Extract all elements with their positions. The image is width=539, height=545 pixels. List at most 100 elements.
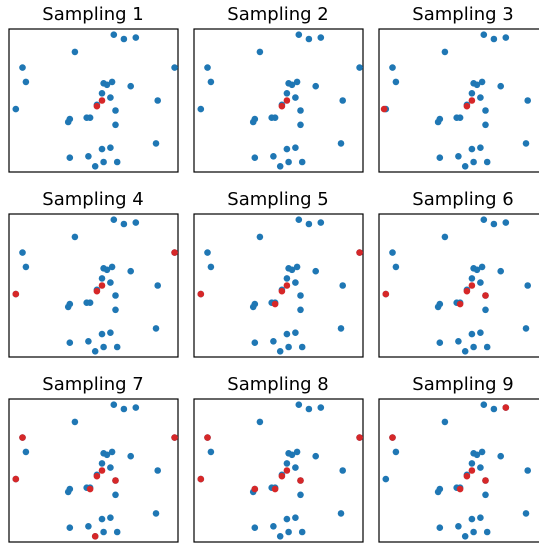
subplot-6-point-10 (478, 263, 486, 271)
subplot-2-points (197, 31, 363, 170)
subplot-1-point-9 (103, 81, 111, 89)
subplot-8-sampled-point-3 (283, 467, 291, 474)
subplot-9-point-28 (470, 528, 477, 536)
subplot-7-sampled-point-4 (171, 434, 178, 441)
subplot-4-point-4 (71, 233, 79, 241)
subplot-5-sampled-point-4 (356, 249, 363, 256)
subplot-9-point-26 (455, 523, 462, 530)
subplot-3-point-24 (468, 145, 476, 153)
subplot-6-point-24 (468, 330, 476, 338)
subplot-2-point-27 (251, 154, 259, 161)
subplot-4-sampled-point-1 (12, 290, 20, 298)
subplot-3-title: Sampling 3 (412, 4, 513, 25)
subplot-5-point-23 (337, 325, 345, 332)
subplot-3-point-7 (502, 34, 510, 41)
subplot-1-frame (8, 28, 179, 173)
subplot-7-sampled-point-8 (19, 434, 26, 441)
subplot-8-point-29 (298, 528, 306, 536)
subplot-5-point-24 (283, 330, 291, 338)
subplot-4-point-23 (152, 325, 160, 332)
subplot-3-point-19 (456, 114, 464, 121)
subplot-2: Sampling 2 (193, 4, 364, 173)
subplot-4-title: Sampling 4 (42, 189, 143, 210)
subplot-2-point-3 (207, 78, 215, 86)
subplot-8-sampled-point-6 (297, 477, 304, 484)
subplot-4-point-10 (108, 263, 116, 271)
subplot-4-point-30 (91, 348, 99, 355)
subplot-3: Sampling 3 (378, 4, 539, 173)
subplot-7-point-11 (127, 452, 134, 460)
subplot-4-point-22 (112, 306, 119, 314)
subplot-2-point-11 (312, 82, 320, 90)
subplot-2-point-14 (283, 90, 291, 97)
subplot-1-point-2 (19, 64, 26, 71)
subplot-6-title: Sampling 6 (412, 189, 513, 210)
subplot-4-sampled-point-2 (93, 287, 101, 295)
subplot-6-point-27 (436, 339, 444, 347)
subplot-7-point-10 (108, 448, 116, 456)
subplot-8: Sampling 8 (193, 374, 364, 543)
subplot-9-point-13 (524, 467, 531, 474)
subplot-1-point-13 (154, 97, 161, 104)
subplot-6-point-28 (470, 343, 477, 351)
subplot-6: Sampling 6 (378, 189, 539, 358)
subplot-5: Sampling 5 (193, 189, 364, 358)
subplot-1-point-1 (12, 105, 20, 113)
subplot-2-point-2 (204, 64, 211, 71)
subplot-6-point-30 (461, 348, 469, 355)
subplot-1-point-24 (98, 145, 106, 153)
subplot-6-point-13 (524, 282, 531, 289)
subplot-6-point-11 (497, 267, 505, 275)
subplot-7-sampled-point-1 (12, 475, 20, 483)
subplot-8-point-11 (312, 452, 320, 460)
subplot-2-point-23 (337, 140, 345, 147)
subplot-6-sampled-point-2 (463, 287, 471, 295)
subplot-9-point-20 (434, 488, 442, 496)
subplot-3-point-13 (524, 97, 531, 104)
subplot-7: Sampling 7 (8, 374, 179, 543)
subplot-8-point-13 (339, 467, 347, 474)
subplot-9-point-23 (522, 510, 530, 517)
subplot-8-title: Sampling 8 (227, 374, 328, 395)
subplot-3-sampled-point-1 (380, 105, 388, 113)
subplot-7-sampled-point-3 (98, 467, 106, 474)
subplot-6-point-6 (490, 220, 498, 228)
subplot-9-point-30 (461, 533, 469, 540)
subplot-3-point-15 (477, 94, 484, 101)
subplot-3-point-20 (434, 118, 442, 126)
subplot-7-point-3 (22, 448, 30, 456)
subplot-8-point-7 (317, 404, 325, 411)
subplot-7-point-23 (152, 510, 160, 517)
subplot-3-point-25 (477, 144, 484, 151)
subplot-6-point-15 (477, 279, 484, 286)
subplot-6-point-22 (482, 306, 489, 314)
subplot-5-point-10 (293, 263, 301, 271)
subplot-9-point-6 (490, 405, 498, 413)
subplot-7-point-22 (112, 491, 119, 499)
subplot-6-point-7 (502, 219, 510, 226)
subplot-2-point-28 (285, 158, 292, 166)
subplot-2-title: Sampling 2 (227, 4, 328, 25)
subplot-7-point-6 (120, 405, 128, 413)
subplot-8-point-26 (270, 523, 277, 530)
subplot-8-sampled-point-2 (278, 472, 286, 480)
subplot-5-point-7 (317, 219, 325, 226)
subplot-3-point-28 (470, 158, 477, 166)
subplot-5-point-25 (292, 329, 299, 337)
subplot-4-point-20 (64, 303, 72, 311)
subplot-9-point-9 (473, 451, 481, 459)
subplot-3-point-22 (482, 121, 489, 129)
subplot-9-point-27 (436, 524, 444, 531)
subplot-9-frame (378, 398, 539, 543)
subplot-5-point-29 (298, 343, 306, 351)
subplot-5-point-11 (312, 267, 320, 275)
subplot-9-sampled-point-7 (502, 404, 510, 411)
subplot-5-point-15 (292, 279, 299, 286)
subplot-9-point-24 (468, 515, 476, 523)
subplot-4-frame (8, 213, 179, 358)
subplot-5-point-9 (288, 266, 296, 274)
subplot-1-point-28 (100, 158, 107, 166)
subplot-4-point-19 (86, 299, 94, 307)
subplot-4-point-14 (98, 275, 106, 282)
subplot-8-sampled-point-5 (271, 485, 279, 493)
